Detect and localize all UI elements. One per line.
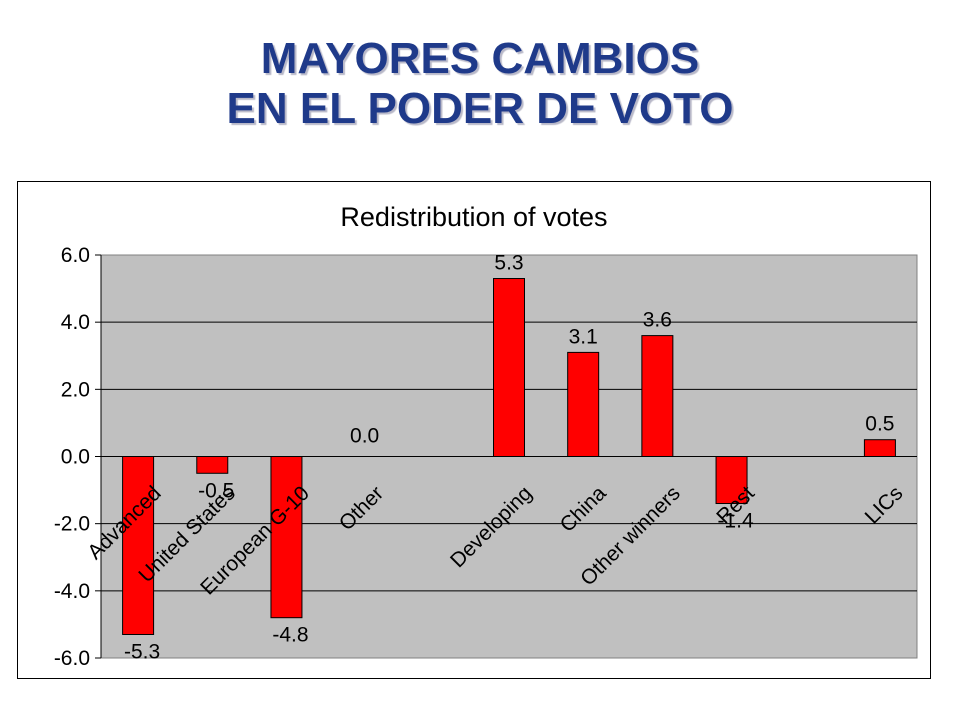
slide-title-line-1: MAYORES CAMBIOS xyxy=(260,34,700,83)
y-tick-label: -4.0 xyxy=(54,580,90,603)
data-label: 0.0 xyxy=(350,425,379,448)
bars xyxy=(122,278,896,635)
chart-title: Redistribution of votes xyxy=(340,202,607,232)
data-label: 0.5 xyxy=(865,413,894,436)
bar xyxy=(863,439,896,458)
data-label: 3.6 xyxy=(643,309,672,332)
data-label: 5.3 xyxy=(494,252,523,275)
y-axis: 6.0 4.0 2.0 0.0 -2.0 -4.0 -6.0 xyxy=(54,244,102,670)
bar xyxy=(196,456,229,474)
y-tick-label: -2.0 xyxy=(54,513,90,536)
y-tick-label: 4.0 xyxy=(61,311,90,334)
data-label: -0.5 xyxy=(198,479,234,502)
bar xyxy=(122,456,155,635)
y-tick-label: 0.0 xyxy=(61,446,90,469)
y-tick-label: -6.0 xyxy=(54,647,90,670)
data-label: -5.3 xyxy=(124,640,160,663)
bar-chart: Redistribution of votes 6.0 4.0 2.0 0.0 -2.0… xyxy=(54,202,918,670)
data-labels: -5.3 -0.5 -4.8 0.0 5.3 3.1 3.6 -1.4 0.5 xyxy=(124,252,895,664)
bar xyxy=(715,456,748,505)
y-tick-label: 2.0 xyxy=(61,378,90,401)
data-label: 3.1 xyxy=(569,325,598,348)
chart-frame: Redistribution of votes 6.0 4.0 2.0 0.0 -2.0… xyxy=(17,181,931,679)
bar xyxy=(641,335,674,458)
slide-title: MAYORES CAMBIOS EN EL PODER DE VOTO xyxy=(0,34,960,134)
bar xyxy=(567,351,600,457)
slide-title-line-2: EN EL PODER DE VOTO xyxy=(226,84,734,133)
bar xyxy=(270,456,303,619)
data-label: -1.4 xyxy=(717,510,754,533)
bar xyxy=(493,278,525,457)
y-tick-label: 6.0 xyxy=(61,244,90,267)
data-label: -4.8 xyxy=(272,624,308,647)
